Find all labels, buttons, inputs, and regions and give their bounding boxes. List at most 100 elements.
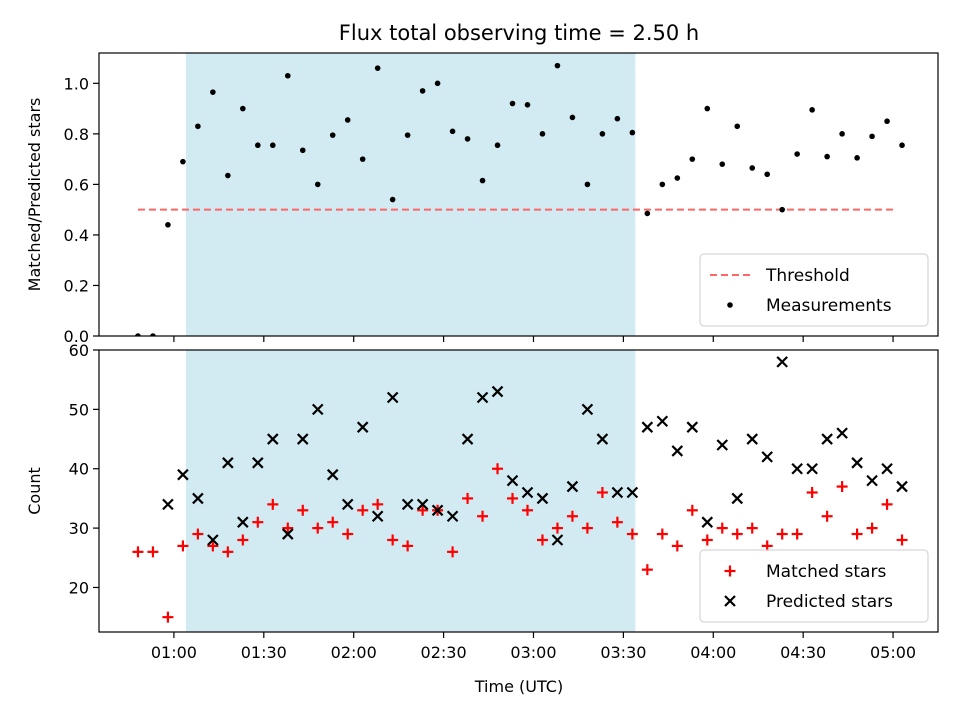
- predicted-star-marker: [551, 534, 564, 546]
- predicted-star-marker: [806, 462, 818, 475]
- matched-star-marker: [881, 498, 893, 510]
- legend-predicted-b: [724, 595, 736, 607]
- measurement-point: [629, 129, 636, 136]
- matched-star-marker: [252, 516, 264, 528]
- predicted-star-marker: [671, 445, 684, 457]
- predicted-marker-b: [791, 462, 803, 475]
- y-tick-label: 0.6: [64, 175, 89, 194]
- predicted-marker-b: [401, 498, 414, 511]
- measurement-point: [359, 156, 366, 162]
- measurement-point: [329, 132, 336, 138]
- matched-star-marker: [237, 534, 249, 546]
- predicted-marker-b: [596, 433, 609, 445]
- predicted-marker-b: [581, 403, 594, 416]
- predicted-star-marker: [386, 391, 399, 404]
- predicted-star-marker: [866, 474, 878, 487]
- measurement-point: [165, 222, 171, 228]
- predicted-marker-b: [701, 516, 714, 528]
- predicted-marker-b: [611, 486, 624, 499]
- predicted-star-marker: [761, 451, 773, 463]
- predicted-marker-b: [281, 528, 294, 540]
- matched-star-marker: [192, 528, 204, 540]
- matched-star-marker: [551, 522, 563, 534]
- legend-box: [699, 549, 929, 623]
- predicted-star-marker: [791, 462, 803, 475]
- predicted-marker-b: [446, 510, 459, 523]
- predicted-star-marker: [222, 457, 234, 469]
- matched-star-marker: [701, 534, 713, 546]
- measurement-point: [180, 158, 186, 165]
- y-tick-label: 50: [69, 400, 89, 419]
- matched-star-marker: [147, 546, 159, 558]
- measurement-point: [374, 65, 381, 71]
- predicted-star-marker: [446, 510, 459, 523]
- observing-window-shade: [185, 350, 636, 632]
- predicted-star-marker: [656, 415, 669, 428]
- matched-star-marker: [267, 498, 279, 510]
- matched-star-marker: [716, 522, 728, 534]
- matched-star-marker: [402, 540, 414, 552]
- measurement-point: [809, 107, 815, 113]
- y-axis-label: Matched/Predicted stars: [25, 98, 44, 292]
- matched-star-marker: [896, 534, 908, 546]
- predicted-star-marker: [896, 480, 908, 493]
- measurement-point: [404, 132, 411, 138]
- matched-star-marker: [342, 528, 354, 540]
- measurement-point: [449, 128, 456, 135]
- y-tick-label: 20: [69, 578, 89, 597]
- measurement-point: [255, 142, 261, 149]
- predicted-star-marker: [341, 498, 354, 511]
- predicted-marker-b: [341, 498, 354, 511]
- legend-box: [699, 253, 929, 327]
- predicted-marker-b: [551, 534, 564, 546]
- predicted-marker-b: [716, 439, 729, 451]
- y-tick-label: 0.0: [64, 327, 89, 346]
- matched-star-marker: [282, 522, 294, 534]
- predicted-marker-b: [566, 480, 579, 493]
- predicted-marker-b: [686, 421, 699, 433]
- legend: Threshold Measurements: [699, 253, 929, 327]
- measurement-point: [269, 142, 276, 149]
- predicted-marker-b: [881, 462, 893, 475]
- predicted-marker-b: [851, 457, 863, 469]
- predicted-marker-b: [626, 486, 639, 499]
- plot-frame: [98, 52, 939, 337]
- predicted-marker-b: [746, 433, 758, 445]
- legend-label: Measurements: [766, 296, 892, 316]
- measurement-point: [899, 142, 905, 149]
- measurement-point: [599, 131, 606, 137]
- matched-star-marker: [177, 540, 189, 552]
- predicted-star-marker: [416, 498, 429, 511]
- matched-star-marker: [132, 546, 144, 558]
- predicted-marker-b: [476, 391, 489, 404]
- matched-star-marker: [791, 528, 803, 540]
- predicted-marker-b: [386, 391, 399, 404]
- measurement-point: [659, 181, 666, 188]
- measurement-point: [674, 175, 681, 181]
- predicted-star-marker: [731, 492, 744, 505]
- predicted-marker-b: [207, 534, 219, 546]
- predicted-marker-b: [461, 433, 474, 445]
- predicted-marker-b: [222, 457, 234, 469]
- predicted-star-marker: [596, 433, 609, 445]
- matched-star-marker: [671, 540, 683, 552]
- predicted-star-marker: [207, 534, 219, 546]
- measurement-point: [644, 210, 651, 217]
- matched-star-marker: [312, 522, 324, 534]
- predicted-star-marker: [296, 433, 309, 445]
- x-tick-label: 02:30: [421, 643, 467, 662]
- predicted-star-marker: [461, 433, 474, 445]
- measurement-point: [704, 105, 711, 112]
- matched-star-marker: [297, 504, 309, 516]
- legend: Matched stars Predicted stars: [699, 549, 929, 623]
- predicted-star-marker: [177, 468, 189, 481]
- measurement-point: [779, 206, 785, 213]
- predicted-marker-b: [356, 421, 369, 433]
- measurement-point: [689, 156, 696, 162]
- measurement-point: [434, 80, 441, 87]
- plot-area: [135, 62, 905, 336]
- predicted-star-marker: [581, 403, 594, 416]
- x-tick-label: 02:00: [331, 643, 377, 662]
- y-tick-label: 1.0: [64, 74, 89, 93]
- measurement-point: [719, 161, 726, 167]
